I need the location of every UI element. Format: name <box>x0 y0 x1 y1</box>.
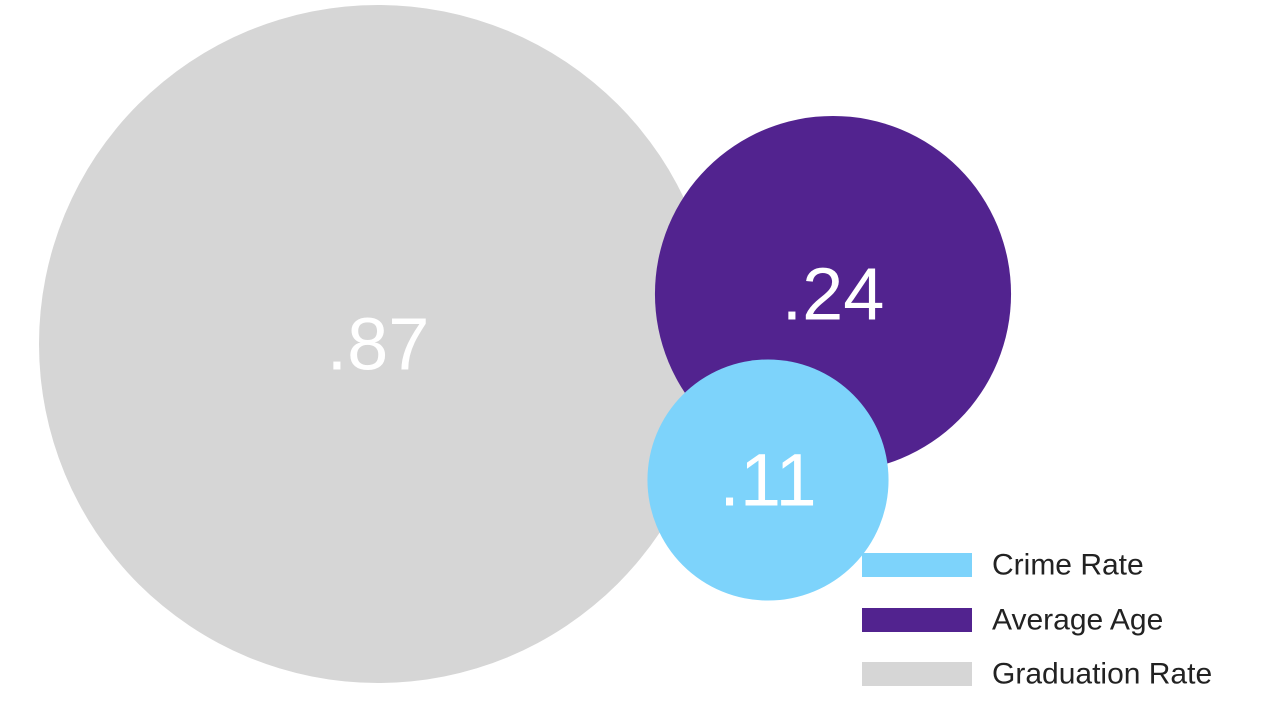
bubbles-group: .87 .24 .11 <box>39 5 1012 683</box>
legend-label-average-age: Average Age <box>992 604 1163 637</box>
bubble-graduation-rate <box>39 5 717 683</box>
legend-label-crime-rate: Crime Rate <box>992 549 1144 582</box>
bubble-label-graduation-rate: .87 <box>327 303 430 386</box>
bubble-label-average-age: .24 <box>782 253 885 336</box>
legend-swatch-average-age <box>862 608 972 632</box>
legend-swatch-crime-rate <box>862 553 972 577</box>
legend: Crime Rate Average Age Graduation Rate <box>862 549 1212 691</box>
legend-label-graduation-rate: Graduation Rate <box>992 658 1212 691</box>
bubble-label-crime-rate: .11 <box>719 439 816 522</box>
legend-swatch-graduation-rate <box>862 662 972 686</box>
bubble-crime-rate <box>647 359 889 601</box>
